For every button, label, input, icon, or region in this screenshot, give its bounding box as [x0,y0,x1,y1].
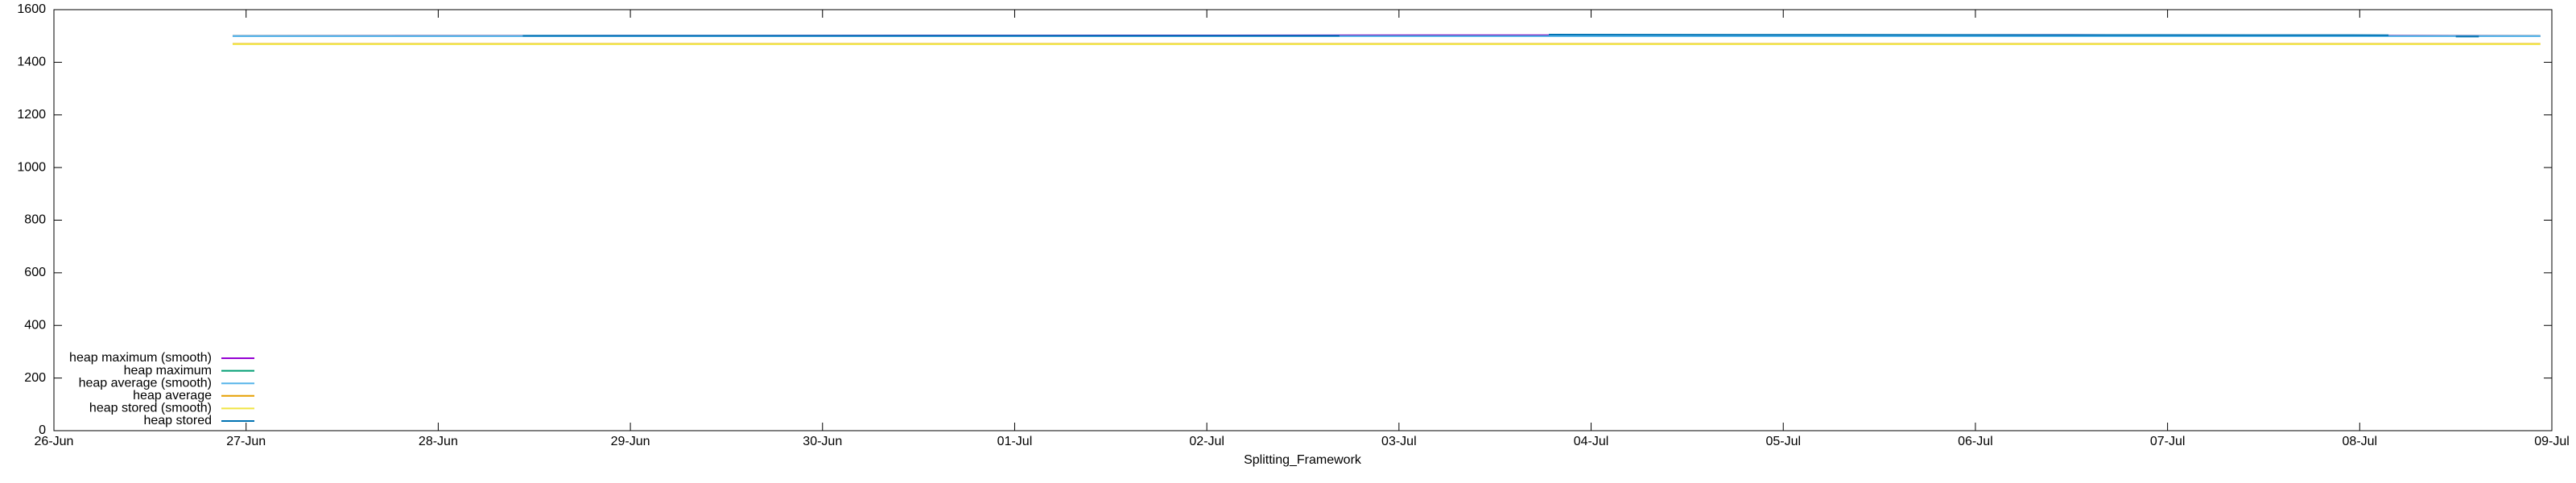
y-tick-label: 1000 [17,160,46,174]
y-tick-label: 600 [24,266,46,279]
x-tick-label: 27-Jun [226,435,266,448]
x-tick-label: 29-Jun [611,435,650,448]
y-tick-label: 800 [24,213,46,227]
x-tick-label: 07-Jul [2150,435,2186,448]
x-tick-label: 01-Jul [997,435,1033,448]
x-tick-label: 04-Jul [1574,435,1609,448]
x-tick-label: 09-Jul [2534,435,2570,448]
y-tick-label: 1400 [17,56,46,69]
y-tick-label: 200 [24,371,46,385]
x-axis-label: Splitting_Framework [1244,453,1362,467]
x-tick-label: 28-Jun [419,435,458,448]
x-tick-label: 05-Jul [1765,435,1801,448]
legend-label: heap stored (smooth) [89,402,212,415]
legend-label: heap maximum [124,364,212,378]
x-tick-label: 08-Jul [2343,435,2378,448]
x-tick-label: 06-Jul [1958,435,1993,448]
legend-label: heap average [133,389,212,402]
legend-label: heap maximum (smooth) [69,351,212,365]
x-tick-label: 30-Jun [803,435,842,448]
legend-label: heap average (smooth) [79,376,212,390]
x-tick-label: 26-Jun [35,435,74,448]
legend-label: heap stored [143,414,212,427]
series-line [522,34,2479,38]
plot-border [53,9,2553,431]
x-tick-label: 03-Jul [1381,435,1417,448]
y-tick-label: 400 [24,318,46,332]
y-tick-label: 1200 [17,108,46,122]
y-tick-label: 0 [39,423,46,437]
y-tick-label: 1600 [17,2,46,16]
x-tick-label: 02-Jul [1189,435,1224,448]
